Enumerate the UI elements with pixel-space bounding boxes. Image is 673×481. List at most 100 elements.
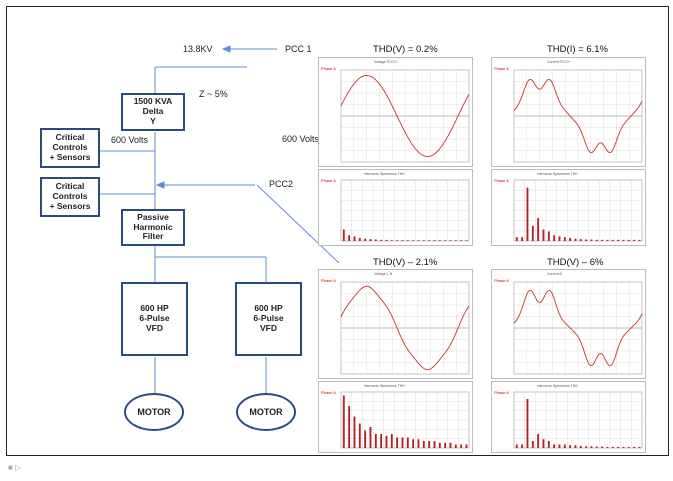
spectrum-bar	[601, 446, 604, 448]
spectrum-bar	[585, 446, 588, 448]
spectrum-bar	[342, 229, 345, 241]
spectrum-bar	[638, 446, 641, 448]
voltage-600v-left-label: 600 Volts	[111, 135, 149, 145]
plot-frame	[513, 391, 643, 449]
spectrum-bar	[422, 441, 425, 448]
spectrum-bar	[521, 444, 524, 448]
spectrum-bar	[638, 239, 641, 241]
panel-bl-spectrum-header: Harmonic Spectrums THD	[364, 384, 405, 388]
spectrum-bar	[406, 437, 409, 448]
panel-tr-spectrum-header: Harmonic Spectrums THD	[537, 172, 578, 176]
spectrum-bar	[574, 445, 577, 448]
spectrum-bar	[579, 445, 582, 448]
spectrum-bar	[611, 446, 614, 448]
spectrum-bar	[622, 239, 625, 241]
harmonic-filter-box: Passive Harmonic Filter	[121, 209, 185, 246]
spectrum-bar	[633, 239, 636, 241]
wave-svg-bl	[340, 281, 470, 375]
panel-br-waveform: Current A Phase A	[491, 269, 646, 379]
spectrum-bar	[385, 435, 388, 448]
spectrum-bar	[348, 406, 351, 448]
panel-tr-spectrum: Harmonic Spectrums THD Phase A	[491, 169, 646, 246]
spectrum-bar	[433, 240, 436, 241]
spectrum-bar	[444, 442, 447, 448]
spectrum-bar	[526, 399, 529, 448]
spectrum-bar	[590, 239, 593, 241]
wave-svg-tl	[340, 69, 470, 163]
spectrum-svg-bl	[340, 391, 470, 449]
spectrum-bar	[542, 439, 545, 448]
spectrum-bar	[460, 240, 463, 241]
vfd-box-2: 600 HP 6-Pulse VFD	[235, 282, 302, 356]
spectrum-bar	[417, 439, 420, 448]
spectrum-bar	[526, 187, 529, 241]
spectrum-bar	[521, 237, 524, 241]
spectrum-bar	[553, 444, 556, 448]
panel-bl-title: THD(V) – 2.1%	[373, 257, 438, 268]
spectrum-bar	[412, 240, 415, 241]
panel-br-spectrum-phase: Phase A	[494, 390, 509, 395]
panel-tl-title: THD(V) = 0.2%	[373, 44, 438, 55]
voltage-600v-right-label: 600 Volts	[282, 134, 320, 144]
spectrum-bar	[454, 240, 457, 241]
panel-br-spectrum: Harmonic Spectrums THD Phase A	[491, 381, 646, 453]
spectrum-bar	[401, 240, 404, 241]
waveform-trace	[340, 285, 470, 371]
spectrum-bar	[364, 238, 367, 241]
spectrum-bar	[396, 437, 399, 448]
spectrum-bar	[428, 240, 431, 241]
spectrum-bar	[401, 437, 404, 448]
spectrum-bar	[515, 237, 518, 241]
panel-bl-waveform: Voltage L-N Phase A	[318, 269, 473, 379]
spectrum-bar	[617, 446, 620, 448]
panel-bl-wave-header: Voltage L-N	[374, 272, 393, 276]
spectrum-bar	[542, 229, 545, 241]
spectrum-bar	[444, 240, 447, 241]
spectrum-bar	[390, 240, 393, 241]
panel-tl-spectrum-header: Harmonic Spectrums THD	[364, 172, 405, 176]
impedance-label: Z ~ 5%	[199, 89, 228, 99]
spectrum-bar	[406, 240, 409, 241]
vfd-box-1: 600 HP 6-Pulse VFD	[121, 282, 188, 356]
wave-svg-br	[513, 281, 643, 375]
spectrum-bar	[460, 444, 463, 448]
panel-tl-phase: Phase A	[321, 66, 336, 71]
spectrum-bar	[547, 441, 550, 448]
spectrum-bar	[353, 236, 356, 241]
spectrum-bar	[563, 237, 566, 241]
spectrum-bar	[438, 240, 441, 241]
voltage-13kv-label: 13.8KV	[183, 44, 213, 54]
panel-bl-phase: Phase A	[321, 278, 336, 283]
spectrum-bar	[531, 441, 534, 448]
plot-frame	[340, 179, 470, 242]
waveform-trace	[513, 78, 643, 154]
spectrum-bar	[449, 442, 452, 448]
spectrum-bar	[569, 237, 572, 241]
spectrum-bar	[627, 239, 630, 241]
spectrum-bar	[417, 240, 420, 241]
spectrum-bar	[422, 240, 425, 241]
spectrum-bar	[547, 231, 550, 241]
slide-nav-controls[interactable]: ■ ▷	[8, 463, 22, 472]
spectrum-bar	[574, 238, 577, 241]
spectrum-bar	[601, 239, 604, 241]
slide: 13.8KV PCC 1 Z ~ 5% 600 Volts 600 Volts …	[6, 6, 669, 456]
spectrum-bar	[342, 395, 345, 448]
panel-bl-spectrum-phase: Phase A	[321, 390, 336, 395]
spectrum-bar	[563, 444, 566, 448]
panel-tr-spectrum-phase: Phase A	[494, 178, 509, 183]
spectrum-bar	[433, 441, 436, 448]
spectrum-bar	[374, 434, 377, 448]
plot-frame	[513, 179, 643, 242]
transformer-box: 1500 KVA Delta Y	[121, 93, 185, 131]
spectrum-bar	[438, 442, 441, 448]
spectrum-bar	[358, 237, 361, 241]
spectrum-bar	[585, 239, 588, 241]
panel-tl-wave-header: Voltage PCC1*	[374, 60, 398, 64]
spectrum-bar	[369, 239, 372, 241]
spectrum-bar	[449, 240, 452, 241]
critical-controls-box-1: Critical Controls + Sensors	[40, 128, 100, 168]
wave-svg-tr	[513, 69, 643, 163]
spectrum-bar	[390, 434, 393, 448]
spectrum-bar	[428, 441, 431, 448]
